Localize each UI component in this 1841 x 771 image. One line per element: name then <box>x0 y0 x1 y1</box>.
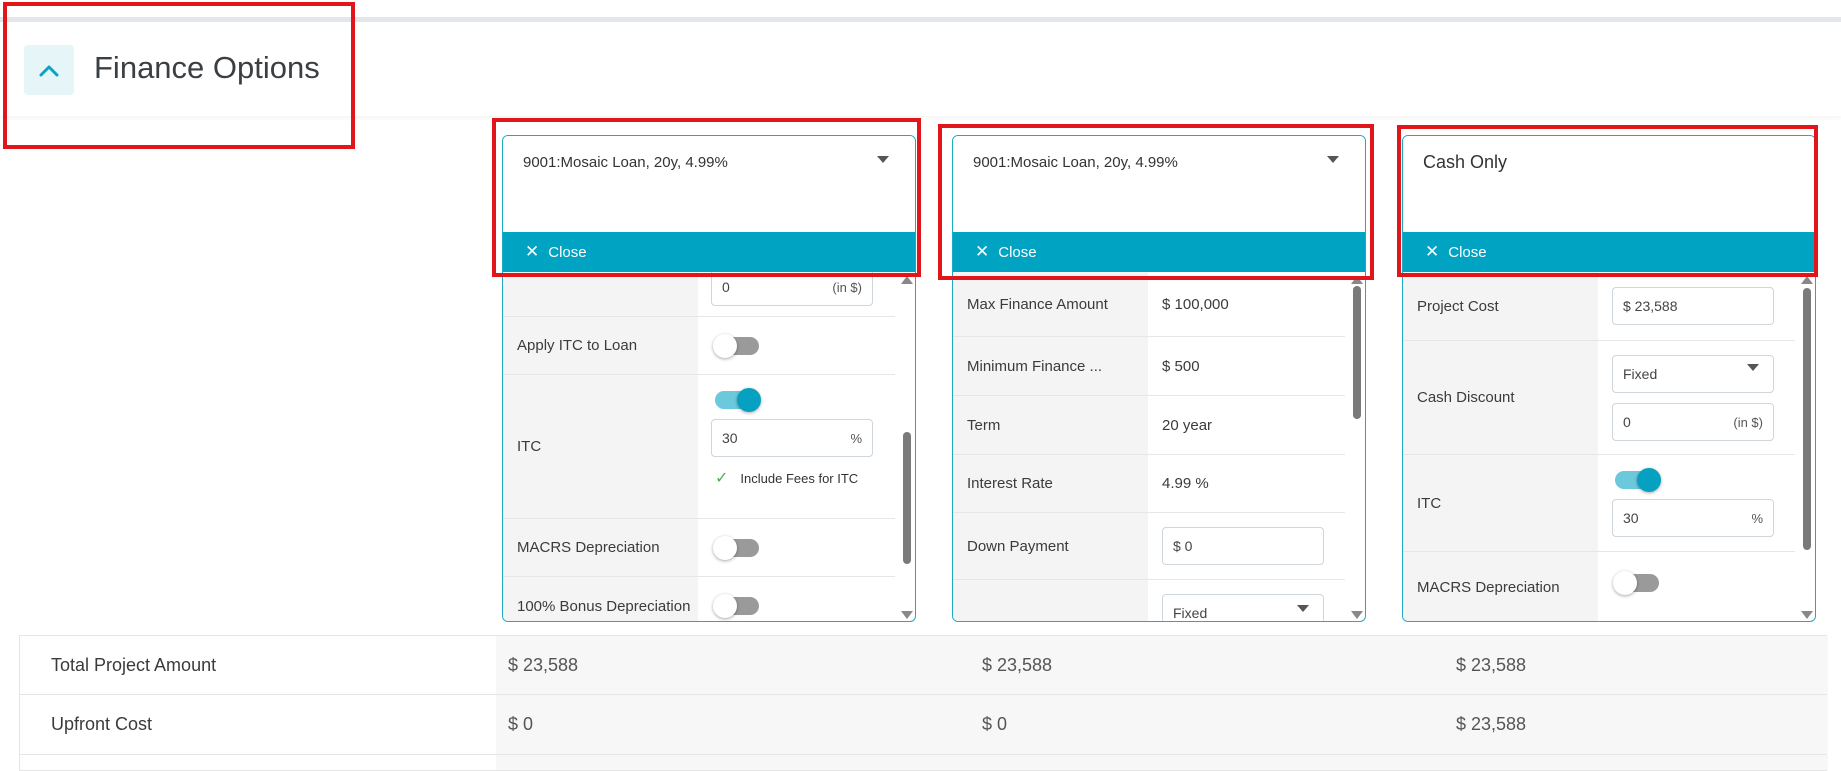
macrs-toggle[interactable] <box>713 536 759 560</box>
row-max-finance: Max Finance Amount $ 100,000 <box>953 272 1345 337</box>
card-body: Max Finance Amount $ 100,000 Minimum Fin… <box>953 272 1365 621</box>
table-row: Total Project Amount $ 23,588 $ 23,588 $… <box>19 635 1828 695</box>
row-itc: ITC 30 % <box>1403 455 1795 552</box>
top-divider <box>0 0 1841 22</box>
caret-down-icon <box>1747 364 1759 371</box>
scrollbar[interactable] <box>1801 272 1813 621</box>
row-min-finance: Minimum Finance ... $ 500 <box>953 337 1345 396</box>
chevron-up-icon <box>39 65 59 77</box>
table-cell: $ 23,588 <box>508 654 579 675</box>
itc-toggle[interactable] <box>1615 468 1661 492</box>
apply-itc-toggle[interactable] <box>713 334 759 358</box>
itc-input[interactable]: 30 % <box>711 419 873 457</box>
itc-input[interactable]: 30 % <box>1612 499 1774 537</box>
selected-option: 9001:Mosaic Loan, 20y, 4.99% <box>523 154 728 171</box>
collapse-button[interactable] <box>24 45 74 95</box>
cash-discount-type-select[interactable]: Fixed <box>1612 355 1774 393</box>
finance-option-card-1: 9001:Mosaic Loan, 20y, 4.99% ✕ Close 0 (… <box>502 135 916 622</box>
caret-down-icon <box>877 156 889 163</box>
selected-option: Cash Only <box>1423 152 1508 172</box>
table-cell: $ 23,588 <box>982 654 1053 675</box>
close-label: Close <box>1448 243 1487 261</box>
row-label: Upfront Cost <box>20 695 496 754</box>
row-interest-rate: Interest Rate 4.99 % <box>953 455 1345 513</box>
close-icon: ✕ <box>1425 242 1440 261</box>
card-body: Project Cost $ 23,588 Cash Discount Fixe… <box>1403 272 1815 621</box>
scrollbar[interactable] <box>1351 272 1363 621</box>
scroll-up-icon[interactable] <box>1351 276 1363 284</box>
down-payment-input[interactable]: $ 0 <box>1162 527 1324 565</box>
row-itc: ITC 30 % ✓ Include Fees for ITC <box>503 375 895 519</box>
cash-discount-input[interactable]: 0 (in $) <box>1612 403 1774 441</box>
finance-option-card-2: 9001:Mosaic Loan, 20y, 4.99% ✕ Close Max… <box>952 135 1366 622</box>
row-label: Total Project Amount <box>20 636 496 694</box>
finance-option-select-1[interactable]: 9001:Mosaic Loan, 20y, 4.99% <box>503 136 915 232</box>
scroll-up-icon[interactable] <box>1801 276 1813 284</box>
row-bonus-depreciation: 100% Bonus Depreciation <box>503 577 895 621</box>
close-button[interactable]: ✕ Close <box>1403 232 1815 272</box>
table-row <box>19 755 1828 771</box>
close-button[interactable]: ✕ Close <box>503 232 915 272</box>
finance-option-card-3: Cash Only ✕ Close Project Cost $ 23,588 … <box>1402 135 1816 622</box>
scroll-up-icon[interactable] <box>901 276 913 284</box>
row-cash-discount: Cash Discount Fixed 0 (in $) <box>1403 341 1795 455</box>
close-label: Close <box>998 243 1037 261</box>
amount-input[interactable]: 0 (in $) <box>711 272 873 306</box>
selected-option: 9001:Mosaic Loan, 20y, 4.99% <box>973 154 1178 171</box>
scrollbar[interactable] <box>901 272 913 621</box>
down-payment-type-select[interactable]: Fixed <box>1162 594 1324 621</box>
row-term: Term 20 year <box>953 396 1345 455</box>
table-cell: $ 23,588 <box>1456 654 1527 675</box>
finance-option-select-3[interactable]: Cash Only <box>1403 136 1815 232</box>
row-down-payment-type: Fixed <box>953 580 1345 621</box>
close-label: Close <box>548 243 587 261</box>
row-project-cost: Project Cost $ 23,588 <box>1403 272 1795 341</box>
scroll-thumb[interactable] <box>1803 288 1811 550</box>
itc-toggle[interactable] <box>715 388 761 412</box>
section-title: Finance Options <box>94 50 320 85</box>
bonus-depreciation-toggle[interactable] <box>713 594 759 618</box>
table-row: Upfront Cost $ 0 $ 0 $ 23,588 <box>19 695 1828 755</box>
caret-down-icon <box>1327 156 1339 163</box>
card-body: 0 (in $) Apply ITC to Loan ITC 30 % ✓ In… <box>503 272 915 621</box>
scroll-down-icon[interactable] <box>1801 611 1813 619</box>
table-cell: $ 0 <box>982 714 1008 734</box>
checkmark-icon: ✓ <box>715 470 729 487</box>
table-cell: $ 23,588 <box>1456 714 1527 734</box>
scroll-thumb[interactable] <box>903 432 911 564</box>
scroll-down-icon[interactable] <box>1351 611 1363 619</box>
project-cost-input[interactable]: $ 23,588 <box>1612 287 1774 325</box>
table-cell: $ 0 <box>508 714 534 734</box>
row-macrs: MACRS Depreciation <box>503 519 895 577</box>
caret-down-icon <box>1297 605 1309 612</box>
scroll-thumb[interactable] <box>1353 286 1361 419</box>
finance-option-select-2[interactable]: 9001:Mosaic Loan, 20y, 4.99% <box>953 136 1365 232</box>
close-icon: ✕ <box>975 242 990 261</box>
row-top-input: 0 (in $) <box>503 272 895 317</box>
include-fees-checkbox[interactable]: ✓ Include Fees for ITC <box>715 470 859 487</box>
row-macrs: MACRS Depreciation <box>1403 552 1795 621</box>
finance-options-header <box>0 22 1841 116</box>
row-apply-itc: Apply ITC to Loan <box>503 317 895 375</box>
row-down-payment: Down Payment $ 0 <box>953 513 1345 580</box>
close-button[interactable]: ✕ Close <box>953 232 1365 272</box>
scroll-down-icon[interactable] <box>901 611 913 619</box>
macrs-toggle[interactable] <box>1613 571 1659 595</box>
close-icon: ✕ <box>525 242 540 261</box>
